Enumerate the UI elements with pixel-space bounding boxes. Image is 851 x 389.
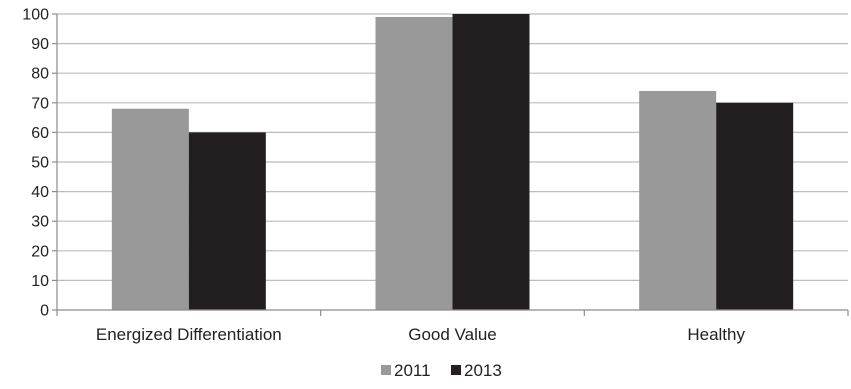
bars	[111, 14, 794, 311]
x-category-label: Healthy	[687, 325, 745, 344]
bar-2013-healthy	[716, 102, 794, 310]
bar-2013-good-value	[452, 14, 530, 310]
y-tick-label: 10	[31, 273, 49, 290]
y-tick-label: 30	[31, 214, 49, 231]
x-category-label: Energized Differentiation	[96, 325, 282, 344]
x-axis-category-labels: Energized Differentiation Good Value Healt…	[96, 325, 746, 344]
y-tick-label: 80	[31, 66, 49, 83]
bar-2011-healthy	[639, 90, 717, 311]
legend: 2011 2013	[381, 361, 502, 380]
y-tick-label: 90	[31, 36, 49, 53]
x-category-label: Good Value	[408, 325, 497, 344]
y-tick-label: 60	[31, 125, 49, 142]
axes	[52, 13, 849, 316]
y-tick-label: 0	[40, 303, 49, 320]
legend-swatch-2011	[381, 365, 391, 375]
legend-label-2013: 2013	[464, 361, 502, 380]
y-tick-label: 100	[22, 7, 49, 24]
y-tick-label: 40	[31, 184, 49, 201]
bar-2011-good-value	[375, 16, 453, 311]
bar-2013-energized-differentiation	[188, 132, 266, 310]
legend-label-2011: 2011	[394, 361, 431, 380]
y-tick-label: 50	[31, 155, 49, 172]
y-axis-tick-labels: 0 10 20 30 40 50 60 70 80 90 100	[22, 7, 49, 320]
legend-swatch-2013	[451, 365, 461, 375]
bar-2011-energized-differentiation	[111, 108, 189, 310]
y-tick-label: 70	[31, 95, 49, 112]
y-tick-label: 20	[31, 243, 49, 260]
